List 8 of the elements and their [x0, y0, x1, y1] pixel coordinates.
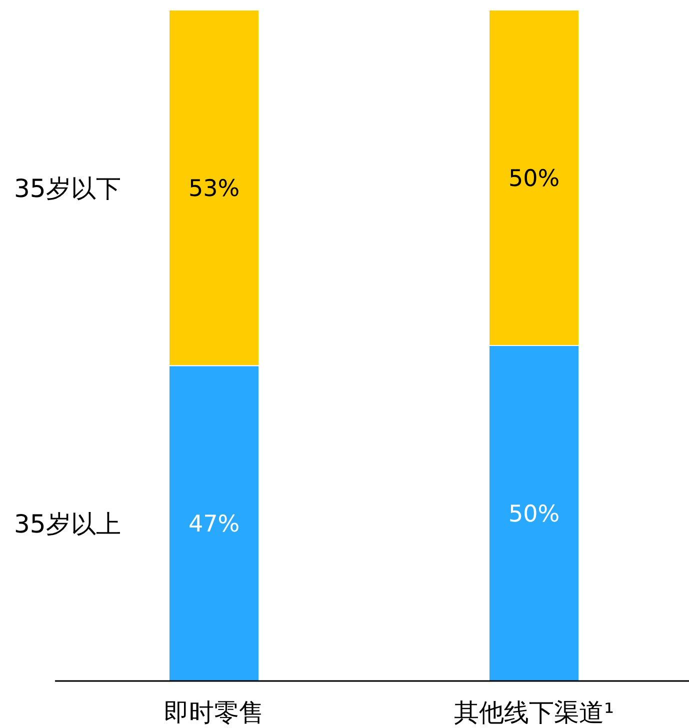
series-label: 35岁以上	[14, 509, 121, 538]
data-label: 47%	[188, 511, 240, 538]
data-label: 50%	[508, 166, 560, 192]
data-label: 53%	[188, 176, 240, 202]
series-label: 35岁以下	[14, 174, 121, 203]
data-label: 50%	[508, 501, 560, 528]
x-tick-label: 即时零售	[164, 698, 264, 727]
x-tick-label: 其他线下渠道¹	[454, 698, 614, 727]
